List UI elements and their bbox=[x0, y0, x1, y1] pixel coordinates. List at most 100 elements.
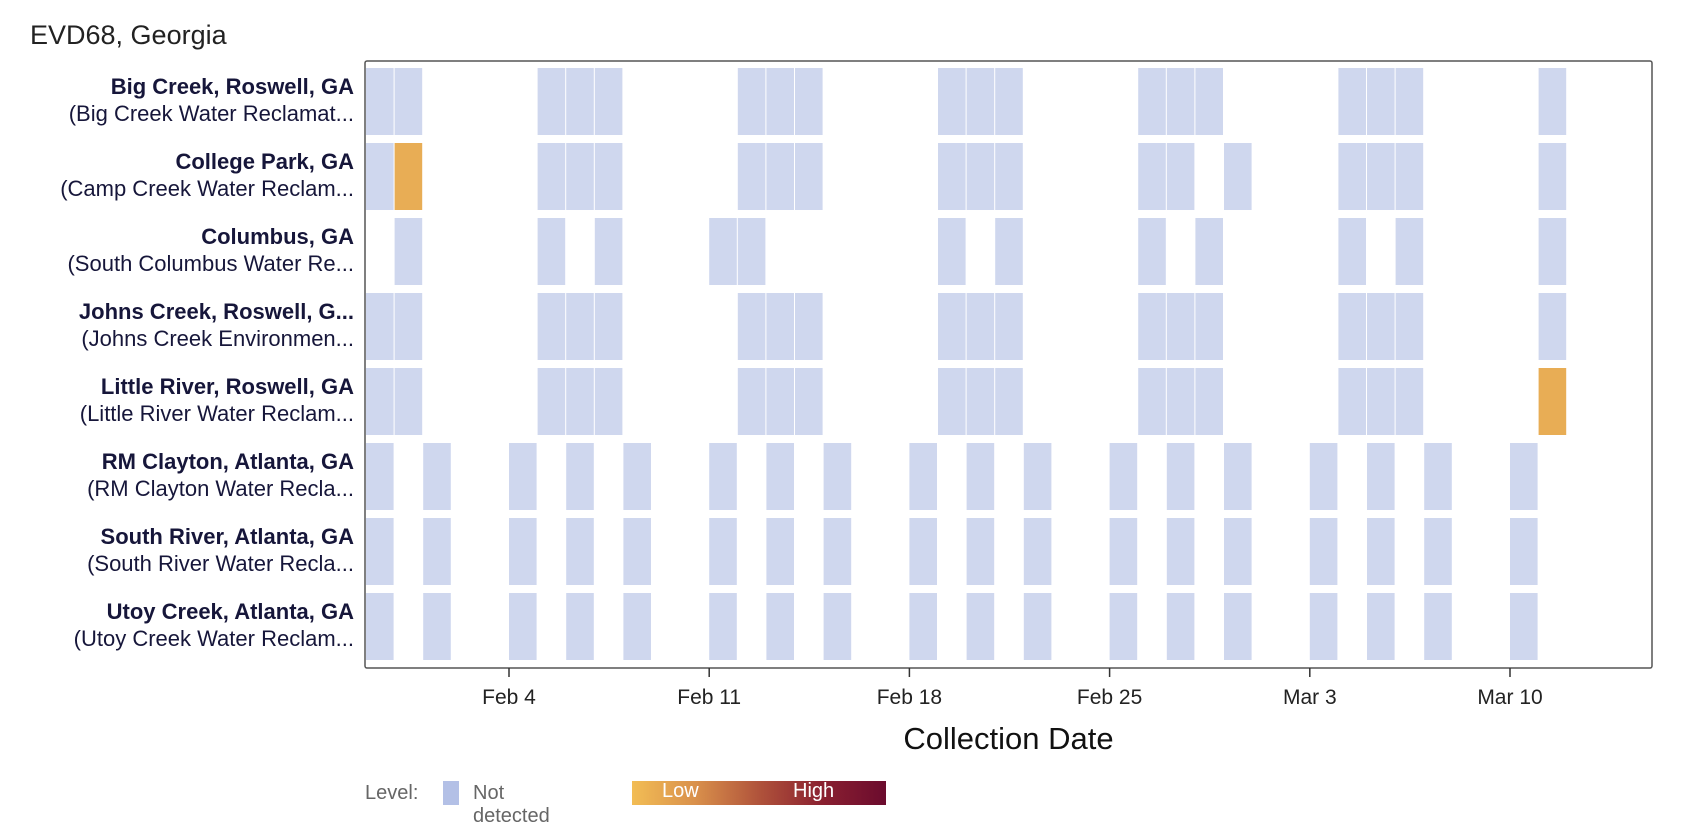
heatmap-cell-not-detected bbox=[938, 143, 966, 210]
heatmap-cell-not-detected bbox=[938, 293, 966, 360]
heatmap-cell-not-detected bbox=[1166, 518, 1195, 585]
heatmap-cell-not-detected bbox=[1224, 593, 1252, 660]
heatmap-cell-not-detected bbox=[823, 518, 852, 585]
heatmap-cell-not-detected bbox=[1338, 143, 1366, 210]
heatmap-cell-not-detected bbox=[423, 518, 451, 585]
heatmap-cell-low bbox=[394, 143, 423, 210]
heatmap-cell-not-detected bbox=[394, 218, 423, 285]
heatmap-cell-not-detected bbox=[1023, 593, 1052, 660]
heatmap-cell-not-detected bbox=[566, 68, 594, 135]
heatmap-cell-not-detected bbox=[537, 68, 566, 135]
heatmap-cell-not-detected bbox=[537, 143, 566, 210]
heatmap-cell-not-detected bbox=[709, 443, 737, 510]
heatmap-cell-not-detected bbox=[537, 368, 566, 435]
heatmap-cell-not-detected bbox=[995, 218, 1023, 285]
heatmap-cell-not-detected bbox=[1395, 218, 1424, 285]
heatmap-cell-not-detected bbox=[709, 218, 737, 285]
heatmap-cell-not-detected bbox=[594, 143, 623, 210]
heatmap-cell-not-detected bbox=[1309, 443, 1338, 510]
chart-title: EVD68, Georgia bbox=[30, 20, 227, 50]
heatmap-cells bbox=[366, 68, 1567, 660]
heatmap-cell-not-detected bbox=[366, 368, 394, 435]
row-site-name: College Park, GA bbox=[175, 149, 354, 174]
heatmap-cell-not-detected bbox=[509, 443, 537, 510]
heatmap-cell-not-detected bbox=[1395, 293, 1424, 360]
heatmap-cell-not-detected bbox=[966, 368, 995, 435]
row-label: Utoy Creek, Atlanta, GA (Utoy Creek Water… bbox=[0, 598, 354, 652]
heatmap-cell-not-detected bbox=[1338, 218, 1366, 285]
heatmap-cell-not-detected bbox=[366, 593, 394, 660]
heatmap-cell-not-detected bbox=[1109, 593, 1138, 660]
plot-frame bbox=[364, 60, 1653, 669]
row-facility-name: (South River Water Recla... bbox=[87, 551, 354, 576]
row-facility-name: (Little River Water Reclam... bbox=[79, 401, 354, 426]
heatmap-cell-not-detected bbox=[766, 518, 794, 585]
heatmap-cell-not-detected bbox=[737, 368, 766, 435]
heatmap-cell-not-detected bbox=[566, 518, 594, 585]
heatmap-cell-not-detected bbox=[909, 518, 937, 585]
x-tick-label: Feb 4 bbox=[482, 686, 536, 709]
heatmap-cell-not-detected bbox=[766, 368, 794, 435]
heatmap-cell-not-detected bbox=[795, 293, 823, 360]
x-tick-label: Feb 11 bbox=[677, 686, 741, 709]
heatmap-cell-not-detected bbox=[423, 593, 451, 660]
heatmap-cell-not-detected bbox=[537, 293, 566, 360]
heatmap-cell-not-detected bbox=[1166, 293, 1195, 360]
heatmap-cell-not-detected bbox=[737, 68, 766, 135]
heatmap-cell-not-detected bbox=[566, 368, 594, 435]
heatmap-cell-not-detected bbox=[1395, 143, 1424, 210]
heatmap-cell-not-detected bbox=[995, 68, 1023, 135]
heatmap-cell-not-detected bbox=[1424, 443, 1452, 510]
heatmap-cell-not-detected bbox=[1510, 593, 1538, 660]
legend-level-gradient bbox=[632, 781, 886, 805]
heatmap-cell-not-detected bbox=[1224, 443, 1252, 510]
heatmap-cell-not-detected bbox=[1338, 293, 1366, 360]
legend-low-label: Low bbox=[662, 780, 699, 802]
heatmap-cell-not-detected bbox=[823, 443, 852, 510]
legend-not-detected-swatch bbox=[443, 781, 459, 805]
heatmap-cell-not-detected bbox=[1166, 443, 1195, 510]
heatmap-cell-not-detected bbox=[1424, 593, 1452, 660]
heatmap-cell-not-detected bbox=[823, 593, 852, 660]
heatmap-cell-not-detected bbox=[1195, 218, 1223, 285]
heatmap-cell-not-detected bbox=[1424, 518, 1452, 585]
heatmap-cell-not-detected bbox=[938, 368, 966, 435]
heatmap-cell-not-detected bbox=[1367, 368, 1395, 435]
heatmap-cell-not-detected bbox=[366, 68, 394, 135]
heatmap-cell-not-detected bbox=[566, 293, 594, 360]
heatmap-cell-not-detected bbox=[594, 218, 623, 285]
heatmap-cell-not-detected bbox=[1538, 218, 1567, 285]
heatmap-cell-not-detected bbox=[1510, 518, 1538, 585]
heatmap-cell-not-detected bbox=[1023, 518, 1052, 585]
heatmap-cell-not-detected bbox=[709, 593, 737, 660]
legend-label: Level: bbox=[365, 782, 419, 804]
heatmap-cell-not-detected bbox=[966, 68, 995, 135]
heatmap-cell-not-detected bbox=[1309, 593, 1338, 660]
heatmap-cell-not-detected bbox=[1367, 443, 1395, 510]
heatmap-cell-not-detected bbox=[766, 143, 794, 210]
heatmap-cell-not-detected bbox=[623, 443, 651, 510]
heatmap-cell-not-detected bbox=[909, 443, 937, 510]
heatmap-cell-not-detected bbox=[623, 518, 651, 585]
heatmap-cell-not-detected bbox=[966, 593, 995, 660]
heatmap-cell-not-detected bbox=[1367, 518, 1395, 585]
heatmap-cell-not-detected bbox=[1138, 368, 1166, 435]
heatmap-cell-not-detected bbox=[1166, 143, 1195, 210]
x-tick-label: Mar 3 bbox=[1283, 686, 1337, 709]
heatmap-cell-not-detected bbox=[1109, 518, 1138, 585]
heatmap-cell-not-detected bbox=[366, 143, 394, 210]
heatmap-cell-not-detected bbox=[1224, 518, 1252, 585]
x-tick-label: Feb 25 bbox=[1077, 686, 1142, 709]
heatmap-cell-not-detected bbox=[394, 368, 423, 435]
heatmap-cell-not-detected bbox=[394, 293, 423, 360]
heatmap-cell-not-detected bbox=[1367, 143, 1395, 210]
heatmap-cell-not-detected bbox=[766, 593, 794, 660]
heatmap-cell-not-detected bbox=[995, 368, 1023, 435]
heatmap-cell-not-detected bbox=[1195, 368, 1223, 435]
heatmap-cell-not-detected bbox=[366, 293, 394, 360]
heatmap-cell-not-detected bbox=[938, 218, 966, 285]
heatmap-cell-not-detected bbox=[1195, 293, 1223, 360]
heatmap-cell-not-detected bbox=[1309, 518, 1338, 585]
row-label: Big Creek, Roswell, GA (Big Creek Water R… bbox=[0, 73, 354, 127]
heatmap-cell-not-detected bbox=[1538, 68, 1567, 135]
